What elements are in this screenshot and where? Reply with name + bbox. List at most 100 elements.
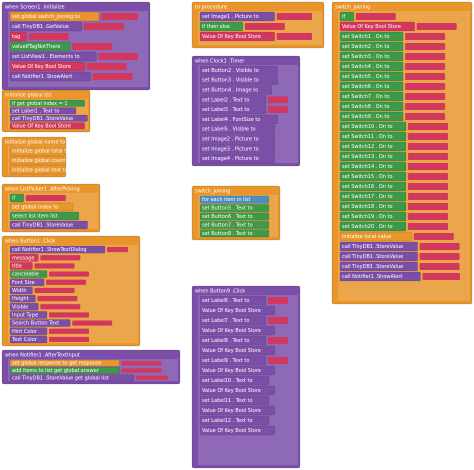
code-block [199,415,270,426]
value-socket [419,263,460,270]
code-block [199,95,267,105]
code-block [199,104,267,115]
code-block [9,359,120,367]
code-block [9,311,48,319]
block-label: set Switch11 . On to [342,134,393,140]
code-block [339,51,404,62]
value-socket [101,13,138,20]
code-block [9,374,135,382]
block-stack: initialize global name to initialize glob… [1,136,72,178]
block-label: valueIfTagNotThere [12,44,60,50]
code-block [339,201,407,212]
code-block [199,11,275,22]
value-socket [408,203,448,210]
code-block [199,295,267,306]
value-socket [268,337,288,344]
block-label: initialize local value [342,234,391,240]
value-socket [34,287,75,293]
code-block [199,85,273,95]
block-label: set Label7 . Text to [202,318,249,324]
value-socket [408,123,448,130]
code-block [339,61,404,72]
code-block [9,367,120,374]
block-label: set Switch15 . On to [342,174,393,180]
code-block [199,134,275,144]
value-socket [72,320,113,326]
block-stack: when Screen1 .Initialize set global switc… [1,1,151,91]
block-label: call Notifier1 .ShowAlert [342,274,402,280]
code-block [199,204,270,212]
block-label: set Switch8 . On to [342,104,389,110]
block-stack: when Notifier1 .AfterTextInput set global… [1,349,181,385]
block-label: set Switch17 . On to [342,194,393,200]
block-label: Value Of Key Bool Store [342,24,401,30]
code-block [9,61,85,72]
block-label: set Button7 . Text to [202,222,253,228]
code-block [199,229,270,238]
block-label: set Label6 . Text to [202,298,249,304]
block-header: when ListPicker1 .AfterPicking [5,187,80,193]
value-socket [268,317,288,324]
block-label: set Switch19 . On to [342,214,393,220]
block-label: set Switch13 . On to [342,154,393,160]
code-block [9,107,77,115]
block-label: Value Of Key Bool Store [202,368,261,374]
block-label: set Button3 . Visible to [202,78,259,84]
block-label: set Label3 . Text to [202,107,249,113]
code-block [339,271,421,282]
value-socket [268,106,288,113]
block-label: call TinyDB1 .StoreValue [12,116,73,122]
code-block [9,122,85,130]
block-header: when Button9 .Click [195,289,245,295]
value-socket [72,43,113,50]
value-socket [413,233,454,240]
block-label: set Switch10 . On to [342,124,393,130]
code-block [339,131,407,142]
block-label: set ListView1 . Elements to [12,54,80,60]
block-label: set Switch14 . On to [342,164,393,170]
code-block [9,262,33,270]
block-label: set Switch12 . On to [342,144,393,150]
code-block [199,21,243,32]
code-block [199,315,267,326]
block-label: if get global index = 1 [12,101,68,107]
block-label: Height [12,296,29,302]
block-label: Value Of Key Bool Store [12,64,71,70]
code-block [9,99,85,107]
code-block [9,319,71,327]
block-header: when Notifier1 .AfterTextInput [5,353,80,359]
block-label: call Notifier1 .ShowAlert [12,74,72,80]
block-header: when Button1 .Click [5,239,55,245]
block-label: if [342,14,345,20]
block-label: Input Type [12,312,38,318]
code-block [9,156,65,165]
value-socket [40,255,81,261]
value-socket [40,304,81,310]
code-block [199,395,270,406]
block-header: switch_joining [195,189,230,195]
block-label: call TinyDB1 .StoreValue get global list [12,375,109,381]
code-block [339,151,407,162]
block-label: set Switch6 . On to [342,84,389,90]
code-block [339,11,355,22]
value-socket [419,253,460,260]
block-label: call TinyDB1 .StoreValue [342,264,403,270]
block-label: if then else [202,24,230,30]
code-block [339,221,407,232]
block-label: set Button5 . Text to [202,206,253,212]
block-label: initialize global total to [12,149,69,155]
value-socket [268,96,288,104]
value-socket [276,33,312,40]
block-stack: initialize global list if get global inde… [1,89,91,133]
block-stack: to procedure set Image1 . Picture to if th… [191,1,325,49]
code-block [199,153,275,164]
block-header: initialize global list [5,93,52,99]
value-socket [121,368,162,373]
code-block [9,21,83,32]
code-block [339,141,407,152]
value-socket [405,33,446,40]
code-block [9,165,65,175]
code-block [339,171,407,182]
code-block [9,11,100,22]
